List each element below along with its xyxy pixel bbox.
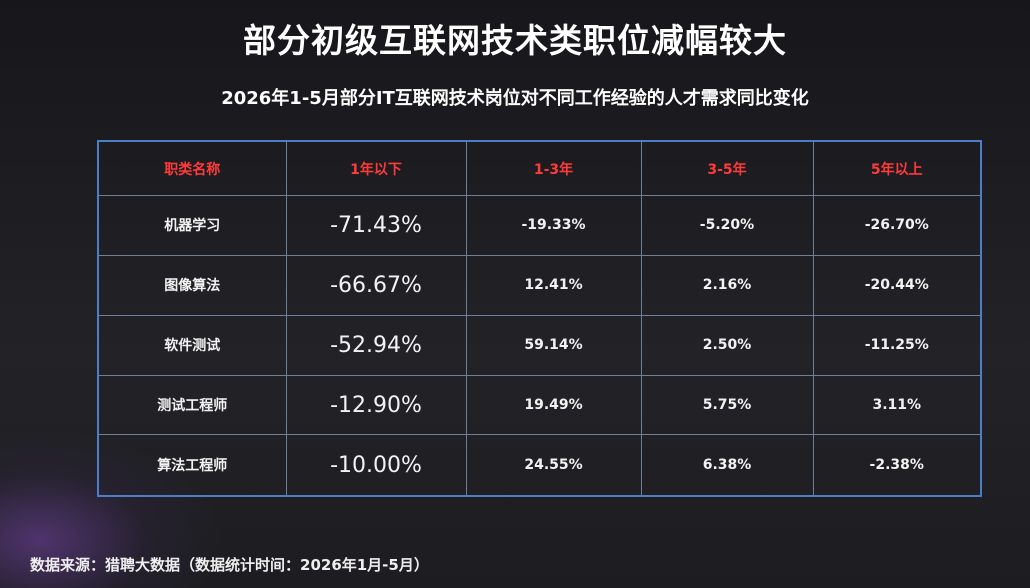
subtitle: 2026年1-5月部分IT互联网技术岗位对不同工作经验的人才需求同比变化 — [221, 88, 809, 109]
table-row: 机器学习 -71.43% -19.33% -5.20% -26.70% — [97, 195, 982, 256]
cell: 12.41% — [465, 254, 642, 316]
cell: 2.16% — [640, 254, 814, 316]
row-label: 软件测试 — [97, 314, 287, 376]
cell: 5.75% — [640, 374, 814, 436]
header-cell: 1年以下 — [285, 140, 467, 196]
cell: -66.67% — [285, 254, 467, 316]
table-row: 算法工程师 -10.00% 24.55% 6.38% -2.38% — [97, 434, 982, 497]
source: 数据来源：猎聘大数据（数据统计时间：2026年1月-5月） — [30, 556, 429, 574]
cell: -10.00% — [285, 434, 467, 497]
table-row: 软件测试 -52.94% 59.14% 2.50% -11.25% — [97, 314, 982, 376]
header-cell: 职类名称 — [97, 140, 287, 196]
cell: -52.94% — [285, 314, 467, 376]
cell: -5.20% — [640, 195, 814, 256]
cell: -26.70% — [812, 195, 982, 256]
row-label: 算法工程师 — [97, 434, 287, 497]
header-cell: 5年以上 — [812, 140, 982, 196]
cell: 59.14% — [465, 314, 642, 376]
cell: -12.90% — [285, 374, 467, 436]
row-label: 机器学习 — [97, 195, 287, 256]
cell: -2.38% — [812, 434, 982, 497]
cell: 6.38% — [640, 434, 814, 497]
row-label: 测试工程师 — [97, 374, 287, 436]
cell: -20.44% — [812, 254, 982, 316]
cell: -71.43% — [285, 195, 467, 256]
cell: 24.55% — [465, 434, 642, 497]
table: 职类名称 1年以下 1-3年 3-5年 5年以上 机器学习 -71.43% -19.33% -5… — [97, 140, 982, 497]
header-row: 职类名称 1年以下 1-3年 3-5年 5年以上 — [97, 140, 982, 196]
table-row: 测试工程师 -12.90% 19.49% 5.75% 3.11% — [97, 374, 982, 436]
header-cell: 3-5年 — [640, 140, 814, 196]
cell: 2.50% — [640, 314, 814, 376]
title: 部分初级互联网技术类职位减幅较大 — [243, 21, 787, 60]
header-cell: 1-3年 — [465, 140, 642, 196]
cell: 19.49% — [465, 374, 642, 436]
cell: 3.11% — [812, 374, 982, 436]
row-label: 图像算法 — [97, 254, 287, 316]
cell: -11.25% — [812, 314, 982, 376]
table-row: 图像算法 -66.67% 12.41% 2.16% -20.44% — [97, 254, 982, 316]
cell: -19.33% — [465, 195, 642, 256]
